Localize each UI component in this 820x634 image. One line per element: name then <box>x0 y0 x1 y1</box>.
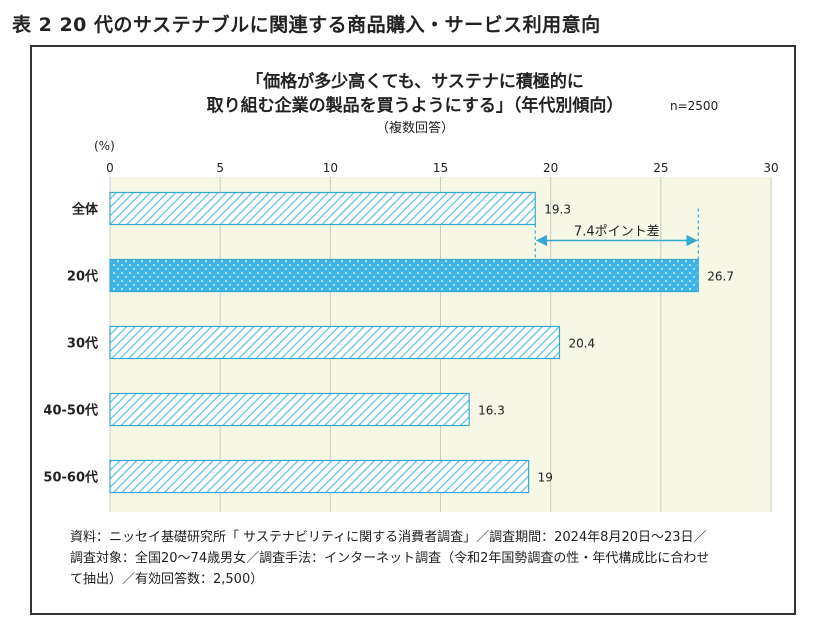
x-tick-labels: 0 5 10 15 20 25 30 <box>106 161 778 175</box>
x-tick-label: 25 <box>653 161 668 175</box>
source-line: て抽出）／有効回答数：2,500） <box>70 572 264 587</box>
chart-subtitle: （複数回答） <box>375 121 454 136</box>
category-label: 40-50代 <box>43 403 98 419</box>
bar <box>109 325 561 360</box>
x-tick-label: 20 <box>543 161 558 175</box>
figure-frame: 「価格が多少高くても、サステナに積極的に 取り組む企業の製品を買うようにする」（… <box>30 45 796 615</box>
category-label: 50-60代 <box>43 470 98 486</box>
bars <box>109 191 699 494</box>
source-note: 資料：ニッセイ基礎研究所「 サステナビリティに関する消費者調査」／調査期間：20… <box>70 527 780 590</box>
value-labels: 19.3 26.7 20.4 16.3 19 <box>478 203 734 485</box>
bar <box>109 191 536 226</box>
bar <box>109 392 470 427</box>
chart-title-line2: 取り組む企業の製品を買うようにする」（年代別傾向） <box>206 96 624 116</box>
x-tick-label: 5 <box>216 161 224 175</box>
value-label: 19 <box>538 471 553 485</box>
table-title: 表 2 20 代のサステナブルに関連する商品購入・サービス利用意向 <box>12 14 601 36</box>
x-tick-label: 0 <box>106 161 114 175</box>
bar-chart: (%) 0 5 10 15 20 25 30 全体 20代 30代 40-50代 50-60代 19… <box>43 139 779 512</box>
value-label: 20.4 <box>568 337 595 351</box>
unit-label: (%) <box>94 139 115 153</box>
category-label: 全体 <box>71 202 99 218</box>
category-label: 20代 <box>67 269 98 285</box>
difference-annotation: 7.4ポイント差 <box>534 208 699 260</box>
value-label: 19.3 <box>544 203 571 217</box>
bar <box>109 459 530 494</box>
bar <box>109 258 699 293</box>
category-label: 30代 <box>67 336 98 352</box>
annotation-label: 7.4ポイント差 <box>574 225 660 240</box>
source-line: 調査対象：全国20～74歳男女／調査手法：インターネット調査（令和2年国勢調査の… <box>70 551 710 566</box>
source-line: 資料：ニッセイ基礎研究所「 サステナビリティに関する消費者調査」／調査期間：20… <box>70 530 707 545</box>
sample-size-label: n=2500 <box>670 99 719 113</box>
x-tick-label: 30 <box>763 161 778 175</box>
chart-title-line1: 「価格が多少高くても、サステナに積極的に <box>246 72 584 92</box>
x-tick-label: 15 <box>433 161 448 175</box>
value-label: 26.7 <box>707 270 734 284</box>
value-label: 16.3 <box>478 404 505 418</box>
x-tick-label: 10 <box>323 161 338 175</box>
category-labels: 全体 20代 30代 40-50代 50-60代 <box>43 202 99 486</box>
